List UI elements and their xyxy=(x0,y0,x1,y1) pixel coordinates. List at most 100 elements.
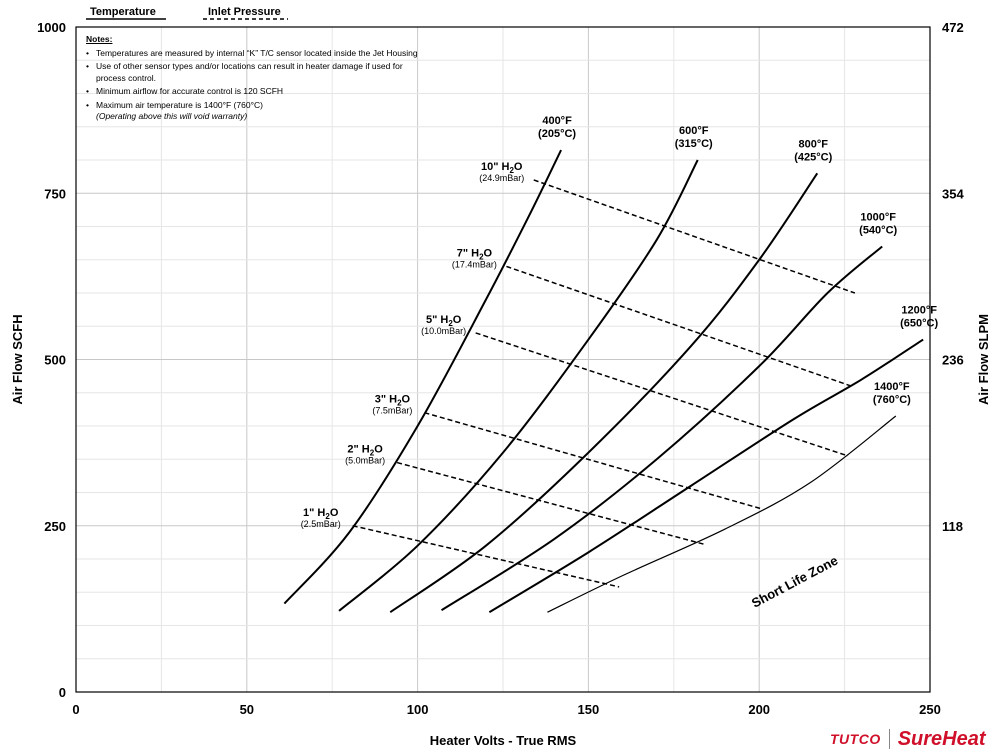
temperature-sublabel: (425°C) xyxy=(794,151,832,163)
note-item: • Temperatures are measured by internal … xyxy=(86,48,426,60)
pressure-label-main: 7" H xyxy=(457,247,479,259)
pressure-label: 5" H2O xyxy=(426,314,462,328)
pressure-label-tail: O xyxy=(330,507,339,519)
legend-label: Temperature xyxy=(90,6,156,18)
temperature-sublabel: (315°C) xyxy=(675,138,713,150)
temperature-curve xyxy=(440,245,883,612)
temperature-curve xyxy=(389,172,819,614)
pressure-label: 10" H2O xyxy=(481,161,523,175)
note-text: Temperatures are measured by internal “K… xyxy=(96,47,418,58)
temperature-label: 1000°F xyxy=(860,211,896,223)
temperature-label: 400°F xyxy=(542,115,572,127)
temperature-sublabel: (760°C) xyxy=(873,394,911,406)
logo-brand-a: TUTCO xyxy=(830,731,881,747)
pressure-line xyxy=(352,525,620,588)
x-axis-title: Heater Volts - True RMS xyxy=(430,733,577,748)
pressure-sublabel: (24.9mBar) xyxy=(479,173,524,183)
pressure-label: 3" H2O xyxy=(375,394,411,408)
pressure-line xyxy=(475,332,849,457)
pressure-line xyxy=(533,179,856,294)
bullet-icon: • xyxy=(86,47,89,58)
pressure-label-subscript: 2 xyxy=(397,399,402,408)
temperature-curve xyxy=(547,415,897,613)
pressure-label-subscript: 2 xyxy=(325,512,330,521)
pressure-line xyxy=(424,411,763,510)
pressure-sublabel: (7.5mBar) xyxy=(372,406,412,416)
pressure-sublabel: (5.0mBar) xyxy=(345,456,385,466)
grid xyxy=(76,27,930,692)
pressure-sublabel: (10.0mBar) xyxy=(421,326,466,336)
y2-axis-title: Air Flow SLPM xyxy=(976,314,991,405)
company-logo: TUTCO SureHeat xyxy=(830,726,986,752)
temperature-label: 1400°F xyxy=(874,381,910,393)
x-tick-label: 0 xyxy=(72,702,79,717)
pressure-label-tail: O xyxy=(402,394,411,406)
y-axis-title: Air Flow SCFH xyxy=(10,314,25,404)
note-text: Minimum airflow for accurate control is … xyxy=(96,86,284,96)
pressure-label: 7" H2O xyxy=(457,247,493,261)
bullet-icon: • xyxy=(86,99,89,110)
pressure-label-tail: O xyxy=(484,247,493,259)
bullet-icon: • xyxy=(86,86,89,96)
pressure-label-subscript: 2 xyxy=(509,166,514,175)
notes-title: Notes: xyxy=(86,34,113,44)
legend: Temperature Inlet Pressure xyxy=(86,6,288,20)
y-tick-label: 0 xyxy=(59,685,66,700)
pressure-sublabel: (17.4mBar) xyxy=(452,259,497,269)
notes-box: Notes: • Temperatures are measured by in… xyxy=(86,34,426,125)
pressure-label-tail: O xyxy=(514,161,523,173)
logo-divider xyxy=(888,729,890,749)
pressure-sublabel: (2.5mBar) xyxy=(301,519,341,529)
y2-tick-label: 472 xyxy=(942,20,964,35)
temperature-curve xyxy=(488,338,924,614)
pressure-label-main: 5" H xyxy=(426,314,448,326)
legend-label: Inlet Pressure xyxy=(208,6,281,18)
pressure-series xyxy=(352,179,856,588)
note-item: • Minimum airflow for accurate control i… xyxy=(86,86,426,98)
temperature-sublabel: (650°C) xyxy=(900,318,938,330)
pressure-label: 1" H2O xyxy=(303,507,339,521)
temperature-series xyxy=(283,149,924,614)
y-tick-label: 250 xyxy=(44,519,66,534)
temperature-label: 800°F xyxy=(799,138,829,150)
temperature-label: 1200°F xyxy=(901,305,937,317)
temperature-curve xyxy=(283,149,562,605)
pressure-label-main: 2" H xyxy=(347,444,369,456)
y2-tick-label: 118 xyxy=(942,519,963,534)
plot-frame xyxy=(75,26,931,693)
x-tick-label: 250 xyxy=(919,702,941,717)
series-labels: 400°F(205°C) 600°F(315°C) 800°F(425°C) 1000… xyxy=(301,115,939,529)
short-life-zone-label: Short Life Zone xyxy=(749,553,840,611)
note-text-sub: (Operating above this will void warranty… xyxy=(96,111,248,121)
x-tick-label: 50 xyxy=(240,702,254,717)
pressure-label-tail: O xyxy=(374,444,383,456)
pressure-label-main: 10" H xyxy=(481,161,510,173)
note-item: • Use of other sensor types and/or locat… xyxy=(86,61,426,84)
axis-ticks: 0 50 100 150 200 250 0 250 500 750 1000 118 236 354 47… xyxy=(37,20,964,717)
y-tick-label: 750 xyxy=(44,186,66,201)
pressure-label-main: 3" H xyxy=(375,394,397,406)
pressure-label-subscript: 2 xyxy=(448,319,453,328)
note-item: • Maximum air temperature is 1400°F (760… xyxy=(86,100,426,123)
bullet-icon: • xyxy=(86,61,89,71)
note-text: Use of other sensor types and/or locatio… xyxy=(96,61,403,83)
pressure-label-main: 1" H xyxy=(303,507,325,519)
x-tick-label: 100 xyxy=(407,702,429,717)
pressure-label-subscript: 2 xyxy=(479,252,484,261)
y-tick-label: 500 xyxy=(44,353,66,368)
logo-brand-b: SureHeat xyxy=(897,727,986,750)
pressure-label-subscript: 2 xyxy=(370,449,375,458)
pressure-label-tail: O xyxy=(453,314,462,326)
x-tick-label: 200 xyxy=(748,702,770,717)
temperature-curve xyxy=(338,159,699,612)
pressure-line xyxy=(506,265,852,387)
y2-tick-label: 354 xyxy=(942,186,964,201)
temperature-sublabel: (540°C) xyxy=(859,224,897,236)
pressure-line xyxy=(396,461,705,546)
x-tick-label: 150 xyxy=(578,702,600,717)
temperature-label: 600°F xyxy=(679,125,709,137)
pressure-label: 2" H2O xyxy=(347,444,383,458)
y2-tick-label: 236 xyxy=(942,353,964,368)
note-text-main: Maximum air temperature is 1400°F (760°C… xyxy=(96,99,263,110)
